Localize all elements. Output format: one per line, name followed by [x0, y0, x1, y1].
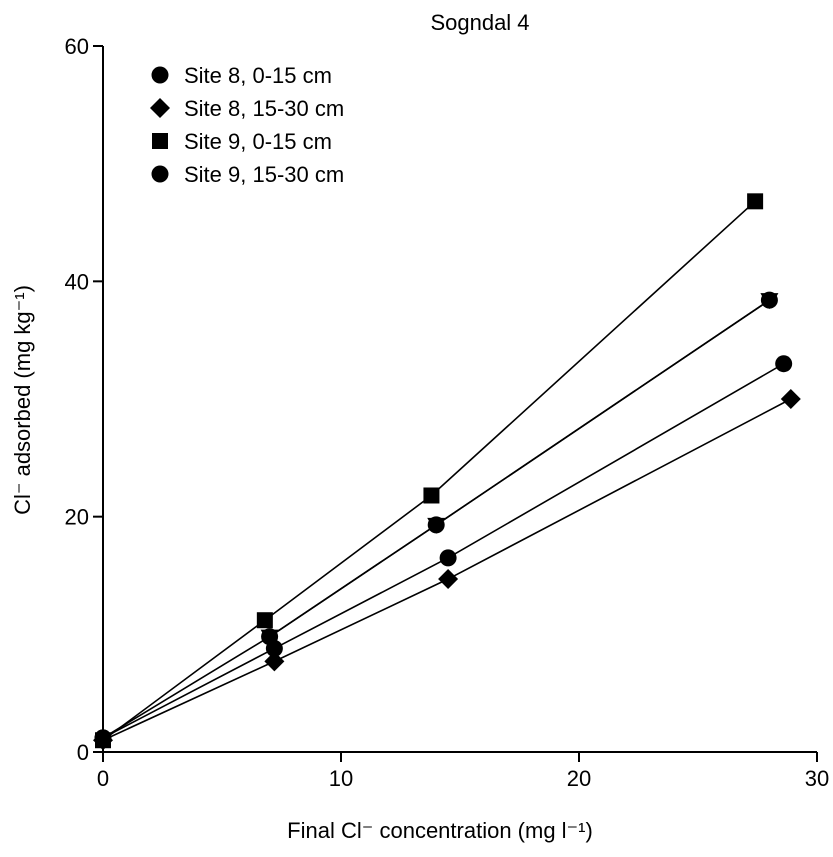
data-point-2-1	[256, 612, 273, 629]
chart-title: Sogndal 4	[430, 10, 529, 35]
x-tick-label: 10	[329, 766, 353, 791]
data-point-2-3	[747, 193, 764, 210]
data-point-0-3	[775, 355, 793, 373]
y-tick-label: 40	[65, 269, 89, 294]
legend: Site 8, 0-15 cm Site 8, 15-30 cm Site 9, 0…	[150, 63, 344, 187]
legend-label: Site 9, 15-30 cm	[184, 162, 344, 187]
legend-label: Site 8, 15-30 cm	[184, 96, 344, 121]
y-tick-label: 60	[65, 34, 89, 59]
data-point-1-1	[264, 651, 285, 672]
legend-marker-2	[152, 133, 168, 149]
legend-marker-3	[151, 165, 169, 183]
series-line-1	[102, 398, 792, 741]
y-axis-label: Cl⁻ adsorbed (mg kg⁻¹)	[10, 285, 35, 515]
data-point-4-2	[760, 293, 779, 310]
data-point-4-1	[427, 517, 446, 534]
y-tick-label: 0	[77, 740, 89, 765]
plot-axes	[102, 46, 817, 753]
x-tick-label: 30	[805, 766, 829, 791]
data-point-1-3	[780, 389, 801, 409]
x-axis-label: Final Cl⁻ concentration (mg l⁻¹)	[287, 818, 593, 843]
series-line-2	[102, 200, 756, 741]
x-ticks: 0 10 20 30	[97, 752, 829, 791]
y-tick-label: 20	[65, 505, 89, 530]
series-markers	[93, 193, 801, 751]
data-point-4-0	[260, 629, 279, 646]
x-tick-label: 20	[567, 766, 591, 791]
series-line-0	[102, 363, 785, 739]
legend-marker-0	[151, 66, 169, 84]
series-line-4	[269, 299, 770, 638]
series-lines	[102, 200, 792, 741]
legend-label: Site 8, 0-15 cm	[184, 63, 332, 88]
data-point-3-0	[94, 729, 112, 747]
x-tick-label: 0	[97, 766, 109, 791]
data-point-2-2	[423, 487, 440, 504]
legend-marker-1	[150, 98, 170, 118]
data-point-0-2	[439, 549, 457, 567]
legend-label: Site 9, 0-15 cm	[184, 129, 332, 154]
data-point-1-2	[438, 569, 459, 590]
y-ticks: 0 20 40 60	[65, 34, 103, 765]
